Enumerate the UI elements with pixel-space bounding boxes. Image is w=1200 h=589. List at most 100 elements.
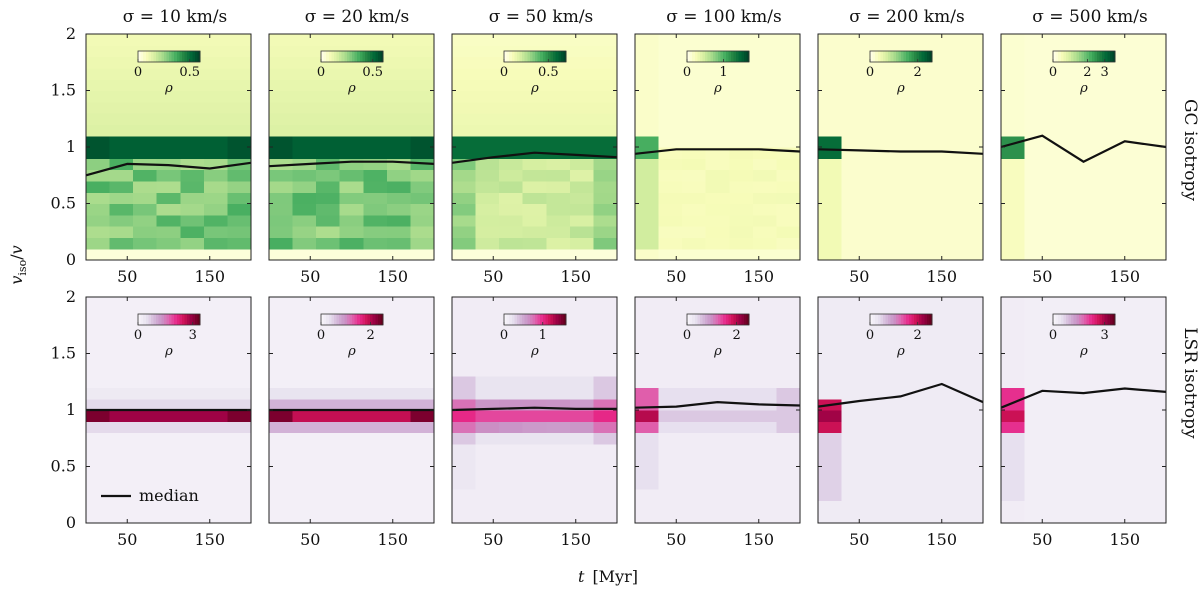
heatmap-cell	[316, 376, 341, 388]
heatmap-cell	[156, 489, 181, 501]
heatmap-cell	[658, 169, 683, 182]
heatmap-cell	[292, 67, 317, 80]
heatmap-cell	[109, 158, 134, 171]
heatmap-cell	[386, 101, 412, 114]
heatmap-cell	[410, 319, 435, 332]
heatmap-cell	[1142, 410, 1167, 422]
colorbar-segment	[372, 314, 376, 325]
heatmap-cell	[316, 353, 341, 366]
heatmap-cell	[865, 113, 890, 125]
heatmap-cell	[682, 342, 707, 355]
heatmap-cell	[935, 101, 961, 114]
heatmap-cell	[546, 124, 571, 137]
colorbar-segment	[715, 314, 719, 325]
heatmap-cell	[912, 455, 937, 468]
heatmap-cell	[682, 376, 707, 388]
heatmap-cell	[339, 79, 364, 92]
heatmap-cell	[363, 353, 388, 366]
colorbar-segment	[176, 314, 180, 325]
heatmap-cell	[1071, 432, 1096, 445]
heatmap-cell	[1024, 45, 1049, 58]
colorbar-segment	[733, 314, 737, 325]
heatmap-cell	[410, 90, 435, 103]
heatmap-cell	[705, 124, 730, 137]
heatmap-cell	[935, 180, 961, 193]
heatmap-cell	[1024, 330, 1049, 343]
colorbar-segment	[349, 51, 353, 62]
heatmap-cell	[1048, 192, 1073, 205]
heatmap-cell	[912, 477, 937, 490]
colorbar-segment	[375, 314, 379, 325]
heatmap-cell	[912, 330, 937, 343]
heatmap-cell	[818, 248, 843, 261]
colorbar-segment	[901, 314, 904, 325]
y-tick-label: 1	[66, 137, 76, 156]
heatmap-cell	[1142, 45, 1167, 58]
heatmap-cell	[729, 489, 754, 501]
heatmap-cell	[593, 398, 618, 411]
x-tick-label: 50	[483, 530, 503, 549]
heatmap-cell	[888, 432, 913, 445]
heatmap-cell	[203, 45, 229, 58]
heatmap-cell	[475, 124, 500, 137]
heatmap-cell	[776, 342, 801, 355]
heatmap-cell	[1118, 410, 1144, 422]
heatmap-cell	[682, 56, 707, 69]
heatmap-cell	[635, 113, 660, 125]
heatmap-cell	[86, 477, 111, 490]
x-tick-label: 150	[560, 267, 591, 286]
heatmap-cell	[339, 248, 364, 261]
heatmap-cell	[1001, 113, 1026, 125]
heatmap-cell	[1095, 353, 1120, 366]
colorbar-label: ρ	[530, 81, 539, 96]
heatmap-cell	[569, 135, 595, 148]
heatmap-cell	[682, 180, 707, 193]
heatmap-cell	[1142, 432, 1167, 445]
colorbar-segment	[741, 51, 745, 62]
heatmap-cell	[292, 203, 317, 216]
column-title: σ = 500 km/s	[1032, 7, 1147, 27]
heatmap-cell	[865, 180, 890, 193]
heatmap-cell	[203, 169, 229, 182]
heatmap-cell	[363, 237, 388, 250]
heatmap-cell	[912, 248, 937, 261]
heatmap-cell	[569, 56, 595, 69]
heatmap-cell	[776, 79, 801, 92]
heatmap-cell	[865, 147, 890, 159]
heatmap-cell	[1024, 67, 1049, 80]
x-tick-label: 50	[1032, 530, 1052, 549]
heatmap-cell	[180, 90, 205, 103]
heatmap-cell	[386, 158, 412, 171]
heatmap-cell	[776, 90, 801, 103]
heatmap-cell	[1024, 308, 1049, 321]
heatmap-cell	[292, 319, 317, 332]
heatmap-cell	[269, 248, 294, 261]
heatmap-cell	[452, 410, 477, 422]
heatmap-cell	[269, 124, 294, 137]
heatmap-cell	[86, 421, 111, 434]
colorbar-segment	[529, 51, 533, 62]
heatmap-cell	[452, 158, 477, 171]
heatmap-cell	[635, 214, 660, 227]
colorbar-segment	[161, 314, 165, 325]
colorbar-segment	[537, 314, 541, 325]
colorbar-segment	[1084, 51, 1087, 62]
heatmap-cell	[386, 353, 412, 366]
colorbar-segment	[171, 314, 175, 325]
heatmap-cell	[752, 56, 778, 69]
heatmap-cell	[316, 319, 341, 332]
heatmap-cell	[133, 387, 158, 400]
heatmap-cell	[1142, 180, 1167, 193]
heatmap-cell	[935, 398, 961, 411]
heatmap-cell	[912, 398, 937, 411]
heatmap-cell	[475, 113, 500, 125]
colorbar-segment	[532, 51, 536, 62]
heatmap-cell	[776, 410, 801, 422]
colorbar-segment	[161, 51, 165, 62]
heatmap-cell	[180, 319, 205, 332]
heatmap-cell	[888, 330, 913, 343]
heatmap-cell	[499, 477, 524, 490]
heatmap-cell	[818, 34, 843, 46]
heatmap-cell	[776, 330, 801, 343]
